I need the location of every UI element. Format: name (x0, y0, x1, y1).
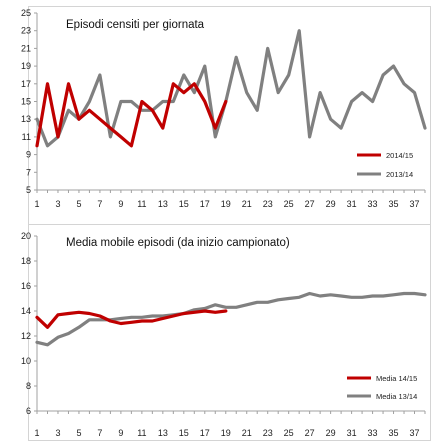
x-tick-label: 33 (368, 199, 378, 209)
y-axis: 6 8 10 12 14 16 18 20 (21, 231, 38, 416)
series-line-2014-15 (35, 82, 228, 148)
x-tick-label: 29 (326, 428, 336, 438)
x-axis: 1 3 5 7 9 11 13 15 17 19 21 23 25 27 29 31 33 35 37 (34, 410, 426, 438)
y-tick-label: 15 (21, 97, 31, 107)
y-tick-label: 8 (26, 381, 31, 391)
x-tick-label: 1 (34, 199, 39, 209)
x-tick-label: 31 (347, 199, 357, 209)
x-tick-label: 11 (137, 199, 146, 209)
y-tick-label: 6 (26, 406, 31, 416)
legend-label-2013-14: 2013/14 (386, 170, 413, 179)
x-tick-label: 5 (76, 199, 81, 209)
x-axis: 1 3 5 7 9 11 13 15 17 19 21 23 25 27 29 31 33 35 37 (34, 189, 426, 209)
x-tick-label: 9 (118, 199, 123, 209)
chart-title: Episodi censiti per giornata (66, 19, 205, 31)
episodes-per-round-chart: Episodi censiti per giornata 57911131517… (21, 6, 431, 228)
y-tick-label: 14 (21, 306, 31, 316)
series-lines (35, 29, 427, 148)
x-tick-label: 19 (221, 199, 231, 209)
y-tick-label: 25 (21, 8, 31, 18)
y-tick-label: 16 (21, 281, 31, 291)
x-tick-label: 27 (305, 428, 315, 438)
x-tick-label: 25 (284, 199, 294, 209)
series-line-2013-14 (35, 29, 427, 148)
chart-frame (28, 224, 431, 441)
x-tick-label: 35 (389, 428, 399, 438)
y-axis: 5 7 9 11 13 15 17 19 21 23 25 (21, 8, 38, 195)
series-line-media-13-14 (35, 291, 427, 347)
x-tick-label: 37 (410, 199, 420, 209)
series-lines (35, 291, 427, 347)
x-tick-label: 17 (200, 199, 210, 209)
y-tick-label: 7 (26, 167, 31, 177)
x-tick-label: 15 (179, 199, 189, 209)
y-tick-label: 5 (26, 185, 31, 195)
x-tick-label: 9 (118, 428, 123, 438)
x-tick-label: 25 (284, 428, 294, 438)
chart-title: Media mobile episodi (da inizio campiona… (66, 237, 290, 249)
x-tick-label: 3 (55, 199, 60, 209)
legend-label-2014-15: 2014/15 (386, 151, 413, 160)
x-tick-label: 33 (368, 428, 378, 438)
x-tick-label: 1 (34, 428, 39, 438)
y-tick-label: 10 (21, 356, 31, 366)
x-tick-label: 37 (410, 428, 420, 438)
x-tick-label: 13 (158, 428, 168, 438)
x-tick-label: 5 (76, 428, 81, 438)
x-tick-label: 7 (97, 199, 102, 209)
series-line-media-14-15 (35, 309, 228, 329)
x-tick-label: 13 (158, 199, 168, 209)
x-tick-label: 23 (263, 428, 273, 438)
x-tick-label: 23 (263, 199, 273, 209)
x-tick-label: 11 (137, 428, 146, 438)
y-tick-label: 11 (22, 132, 31, 142)
legend-label-media-13-14: Media 13/14 (376, 392, 417, 401)
y-tick-label: 18 (21, 256, 31, 266)
legend-label-media-14-15: Media 14/15 (376, 374, 417, 383)
legend: Media 14/15 Media 13/14 (347, 374, 417, 401)
legend: 2014/15 2013/14 (357, 151, 413, 179)
x-tick-label: 19 (221, 428, 231, 438)
y-tick-label: 12 (21, 331, 31, 341)
x-tick-label: 35 (389, 199, 399, 209)
x-tick-label: 29 (326, 199, 336, 209)
x-tick-label: 21 (242, 428, 252, 438)
x-tick-label: 3 (55, 428, 60, 438)
x-tick-label: 27 (305, 199, 315, 209)
x-tick-label: 17 (200, 428, 210, 438)
y-tick-label: 17 (21, 79, 31, 89)
y-tick-label: 19 (21, 61, 31, 71)
y-tick-label: 20 (21, 231, 31, 241)
y-tick-label: 23 (21, 26, 31, 36)
y-tick-label: 13 (21, 114, 31, 124)
y-tick-label: 9 (26, 150, 31, 160)
y-tick-label: 21 (21, 43, 31, 53)
chart-frame (28, 6, 431, 228)
moving-average-chart: Media mobile episodi (da inizio campiona… (21, 224, 431, 441)
x-tick-label: 7 (97, 428, 102, 438)
x-tick-label: 31 (347, 428, 357, 438)
x-tick-label: 21 (242, 199, 252, 209)
x-tick-label: 15 (179, 428, 189, 438)
